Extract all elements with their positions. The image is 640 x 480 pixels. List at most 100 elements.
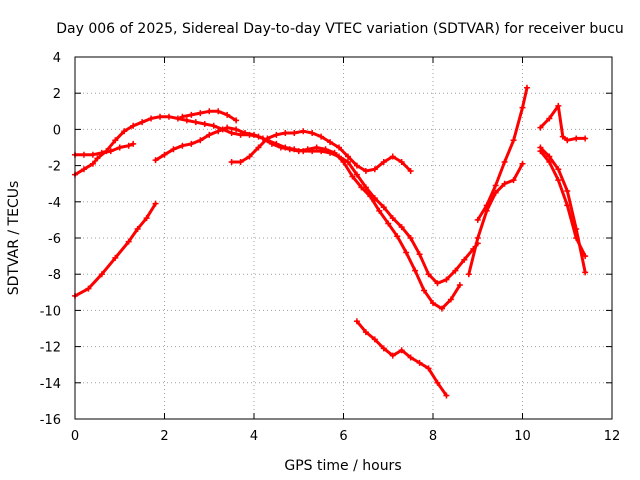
data-point-track-g <box>389 352 396 359</box>
data-point-track-f <box>371 166 378 173</box>
data-point-track-e <box>233 117 240 124</box>
x-tick-label: 12 <box>604 429 621 444</box>
data-point-track-d <box>340 158 347 165</box>
data-point-track-h <box>523 84 530 91</box>
data-point-track-b <box>183 117 190 124</box>
data-point-track-d <box>179 142 186 149</box>
data-point-track-f <box>336 144 343 151</box>
data-point-track-j <box>555 102 562 109</box>
data-point-track-f <box>407 168 414 175</box>
data-point-track-f <box>344 153 351 160</box>
data-point-track-f <box>228 158 235 165</box>
data-point-track-b <box>425 271 432 278</box>
y-tick-label: -12 <box>40 341 61 356</box>
data-point-track-g <box>398 347 405 354</box>
data-point-track-l <box>582 253 589 260</box>
series-layer <box>72 84 589 399</box>
x-tick-label: 4 <box>250 429 258 444</box>
data-point-track-l <box>573 235 580 241</box>
data-point-track-f <box>398 158 405 165</box>
data-point-track-b <box>89 160 96 167</box>
data-point-track-d <box>242 130 249 137</box>
data-point-track-d <box>421 287 428 294</box>
data-point-track-j <box>564 137 571 144</box>
data-point-track-a <box>85 285 92 292</box>
tick-labels: 0 2 4 6 8 10 12 -16 -14 -12 -10 -8 -6 -4 -2 0 2 4 <box>40 51 621 444</box>
y-axis-label: SDTVAR / TECUs <box>6 181 22 296</box>
data-point-track-d <box>268 140 275 147</box>
data-point-track-h <box>510 137 517 144</box>
data-point-track-g <box>416 359 423 366</box>
data-point-track-f <box>291 130 298 137</box>
y-tick-label: -10 <box>40 304 61 319</box>
data-point-track-g <box>380 345 387 352</box>
data-point-track-a <box>152 200 159 207</box>
data-point-track-f <box>273 131 280 138</box>
data-point-track-a <box>143 215 150 222</box>
data-point-track-d <box>447 296 454 303</box>
data-point-track-e <box>179 113 186 120</box>
data-point-track-d <box>367 193 374 200</box>
data-point-track-c <box>116 144 123 151</box>
data-point-track-b <box>434 280 441 287</box>
data-point-track-f <box>353 162 360 169</box>
data-point-track-j <box>546 115 553 122</box>
data-point-track-f <box>237 158 244 165</box>
data-point-track-f <box>246 153 253 160</box>
data-point-track-e <box>206 108 213 115</box>
data-point-track-b <box>407 235 414 241</box>
y-tick-label: -8 <box>48 268 61 283</box>
data-point-track-g <box>425 365 432 372</box>
data-point-track-b <box>228 130 235 137</box>
data-point-track-i <box>510 177 517 184</box>
data-point-track-d <box>286 146 293 153</box>
data-point-track-b <box>80 166 87 173</box>
data-point-track-h <box>501 158 508 165</box>
y-tick-label: 4 <box>53 51 61 66</box>
data-point-track-c <box>107 148 114 155</box>
y-tick-label: -6 <box>48 232 61 247</box>
data-point-track-g <box>434 379 441 386</box>
y-tick-label: -16 <box>40 413 61 428</box>
x-tick-label: 10 <box>514 429 531 444</box>
data-point-track-b <box>201 120 208 127</box>
data-point-track-h <box>492 182 499 189</box>
data-point-track-g <box>353 318 360 325</box>
data-point-track-d <box>430 300 436 307</box>
data-point-track-l <box>555 177 562 184</box>
data-point-track-b <box>452 267 459 274</box>
data-point-track-h <box>474 216 481 223</box>
data-point-track-a <box>112 254 119 261</box>
data-point-track-c <box>125 142 132 149</box>
data-point-track-d <box>206 131 213 138</box>
data-point-track-j <box>573 135 580 142</box>
data-point-track-l <box>537 148 544 155</box>
data-point-track-d <box>224 124 231 131</box>
data-point-track-l <box>564 202 571 209</box>
data-point-track-b <box>148 115 155 122</box>
data-point-track-j <box>537 124 544 131</box>
data-point-track-b <box>139 119 146 126</box>
y-tick-label: 2 <box>53 87 61 102</box>
data-point-track-f <box>318 133 325 140</box>
data-point-track-b <box>380 204 387 211</box>
data-point-track-f <box>309 130 316 137</box>
data-point-track-b <box>353 171 360 178</box>
data-point-track-d <box>349 173 356 180</box>
data-point-track-a <box>125 238 132 245</box>
data-point-track-d <box>358 184 365 191</box>
grid-lines <box>75 57 612 419</box>
data-point-track-d <box>456 282 463 289</box>
series-line-track-k <box>538 146 587 274</box>
data-point-track-c <box>98 149 105 156</box>
data-point-track-b <box>210 122 217 129</box>
data-point-track-i <box>465 271 472 278</box>
data-point-track-i <box>492 189 499 196</box>
data-point-track-l <box>546 158 553 165</box>
data-point-track-d <box>277 144 284 151</box>
data-point-track-d <box>161 151 168 158</box>
plot-frame <box>74 56 613 420</box>
data-point-track-d <box>394 233 401 240</box>
data-point-track-e <box>224 111 231 118</box>
data-point-track-k <box>546 153 553 160</box>
